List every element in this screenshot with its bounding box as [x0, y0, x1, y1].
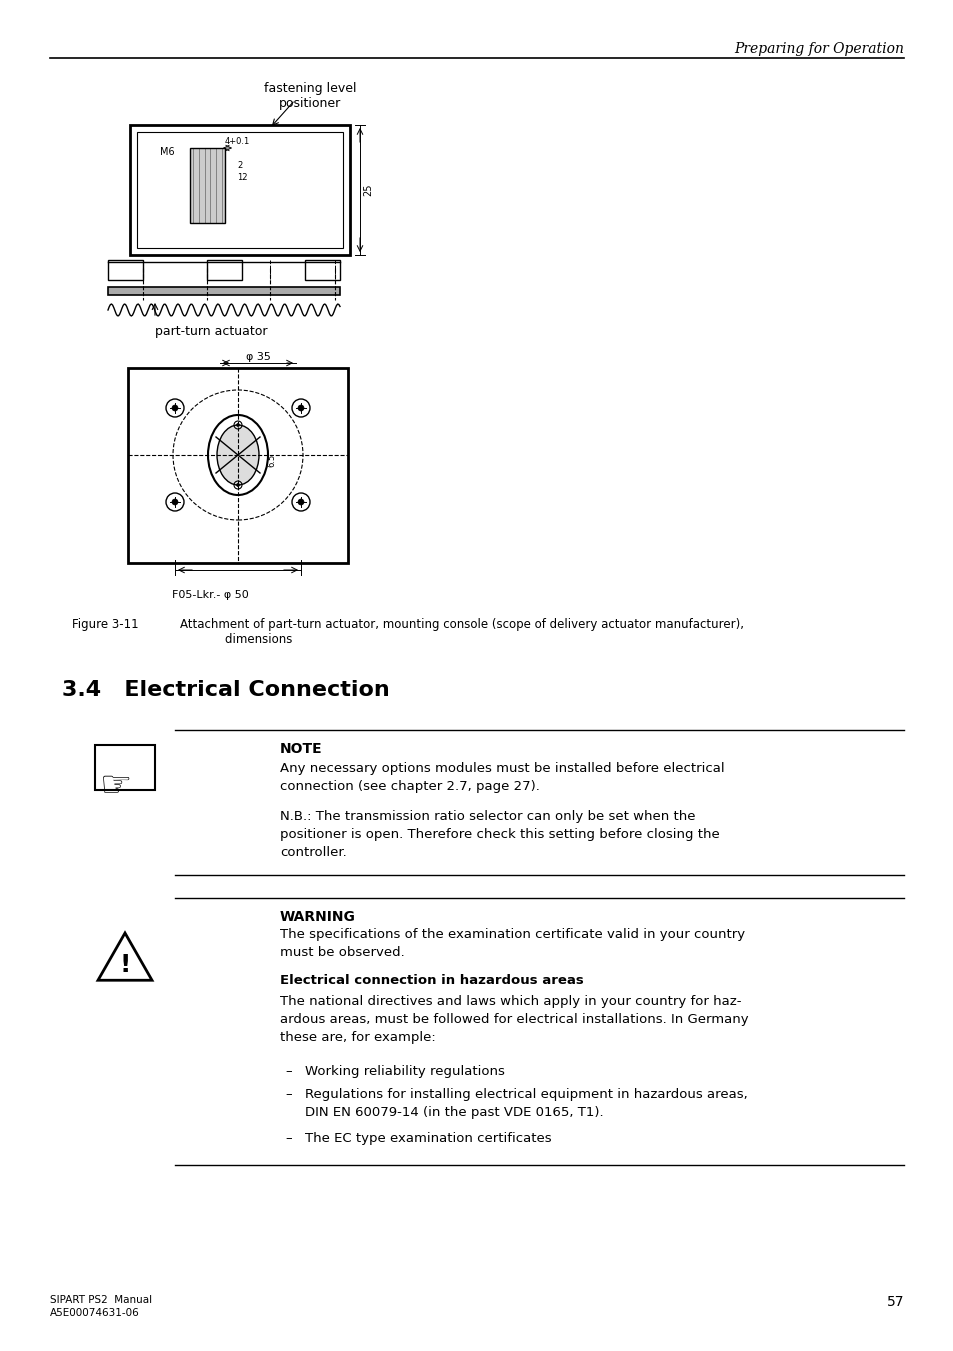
- Text: 6.5: 6.5: [267, 454, 275, 466]
- Bar: [137, 132, 343, 249]
- Text: part-turn actuator: part-turn actuator: [154, 326, 267, 338]
- Bar: [207, 259, 242, 280]
- Text: NOTE: NOTE: [280, 742, 322, 757]
- Bar: [108, 259, 143, 280]
- Text: ☞: ☞: [100, 767, 132, 802]
- Ellipse shape: [216, 426, 258, 485]
- Circle shape: [236, 484, 239, 486]
- Bar: [305, 259, 339, 280]
- Text: N.B.: The transmission ratio selector can only be set when the
positioner is ope: N.B.: The transmission ratio selector ca…: [280, 811, 719, 859]
- Polygon shape: [98, 934, 152, 981]
- Text: F05-Lkr.- φ 50: F05-Lkr.- φ 50: [172, 590, 248, 600]
- Circle shape: [236, 423, 239, 427]
- FancyBboxPatch shape: [95, 744, 154, 790]
- Text: The EC type examination certificates: The EC type examination certificates: [305, 1132, 551, 1146]
- Text: M6: M6: [160, 147, 174, 157]
- Text: 3.4   Electrical Connection: 3.4 Electrical Connection: [62, 680, 390, 700]
- Text: Attachment of part-turn actuator, mounting console (scope of delivery actuator m: Attachment of part-turn actuator, mounti…: [180, 617, 743, 646]
- Bar: [190, 149, 225, 223]
- Text: The national directives and laws which apply in your country for haz-
ardous are: The national directives and laws which a…: [280, 994, 748, 1044]
- Text: 2: 2: [236, 161, 242, 169]
- Text: –: –: [285, 1065, 292, 1078]
- Text: Electrical connection in hazardous areas: Electrical connection in hazardous areas: [280, 974, 583, 988]
- Text: Regulations for installing electrical equipment in hazardous areas,
DIN EN 60079: Regulations for installing electrical eq…: [305, 1088, 747, 1119]
- Text: The specifications of the examination certificate valid in your country
must be : The specifications of the examination ce…: [280, 928, 744, 959]
- Text: –: –: [285, 1132, 292, 1146]
- Text: SIPART PS2  Manual
A5E00074631-06: SIPART PS2 Manual A5E00074631-06: [50, 1296, 152, 1319]
- Text: 57: 57: [885, 1296, 903, 1309]
- Circle shape: [172, 405, 178, 411]
- Circle shape: [172, 499, 178, 505]
- Text: fastening level
positioner: fastening level positioner: [263, 82, 355, 109]
- Text: WARNING: WARNING: [280, 911, 355, 924]
- Bar: [128, 367, 348, 563]
- Ellipse shape: [208, 415, 268, 494]
- Text: Any necessary options modules must be installed before electrical
connection (se: Any necessary options modules must be in…: [280, 762, 724, 793]
- Text: –: –: [285, 1088, 292, 1101]
- Bar: [130, 126, 350, 255]
- Text: 12: 12: [236, 173, 247, 182]
- Circle shape: [297, 405, 304, 411]
- Text: Figure 3-11: Figure 3-11: [71, 617, 138, 631]
- Text: !: !: [119, 952, 131, 977]
- Text: φ 35: φ 35: [245, 353, 270, 362]
- Text: Working reliability regulations: Working reliability regulations: [305, 1065, 504, 1078]
- Text: Preparing for Operation: Preparing for Operation: [734, 42, 903, 55]
- Text: 25: 25: [363, 184, 373, 196]
- Text: 4+0.1: 4+0.1: [225, 138, 250, 146]
- Bar: [108, 286, 339, 295]
- Circle shape: [297, 499, 304, 505]
